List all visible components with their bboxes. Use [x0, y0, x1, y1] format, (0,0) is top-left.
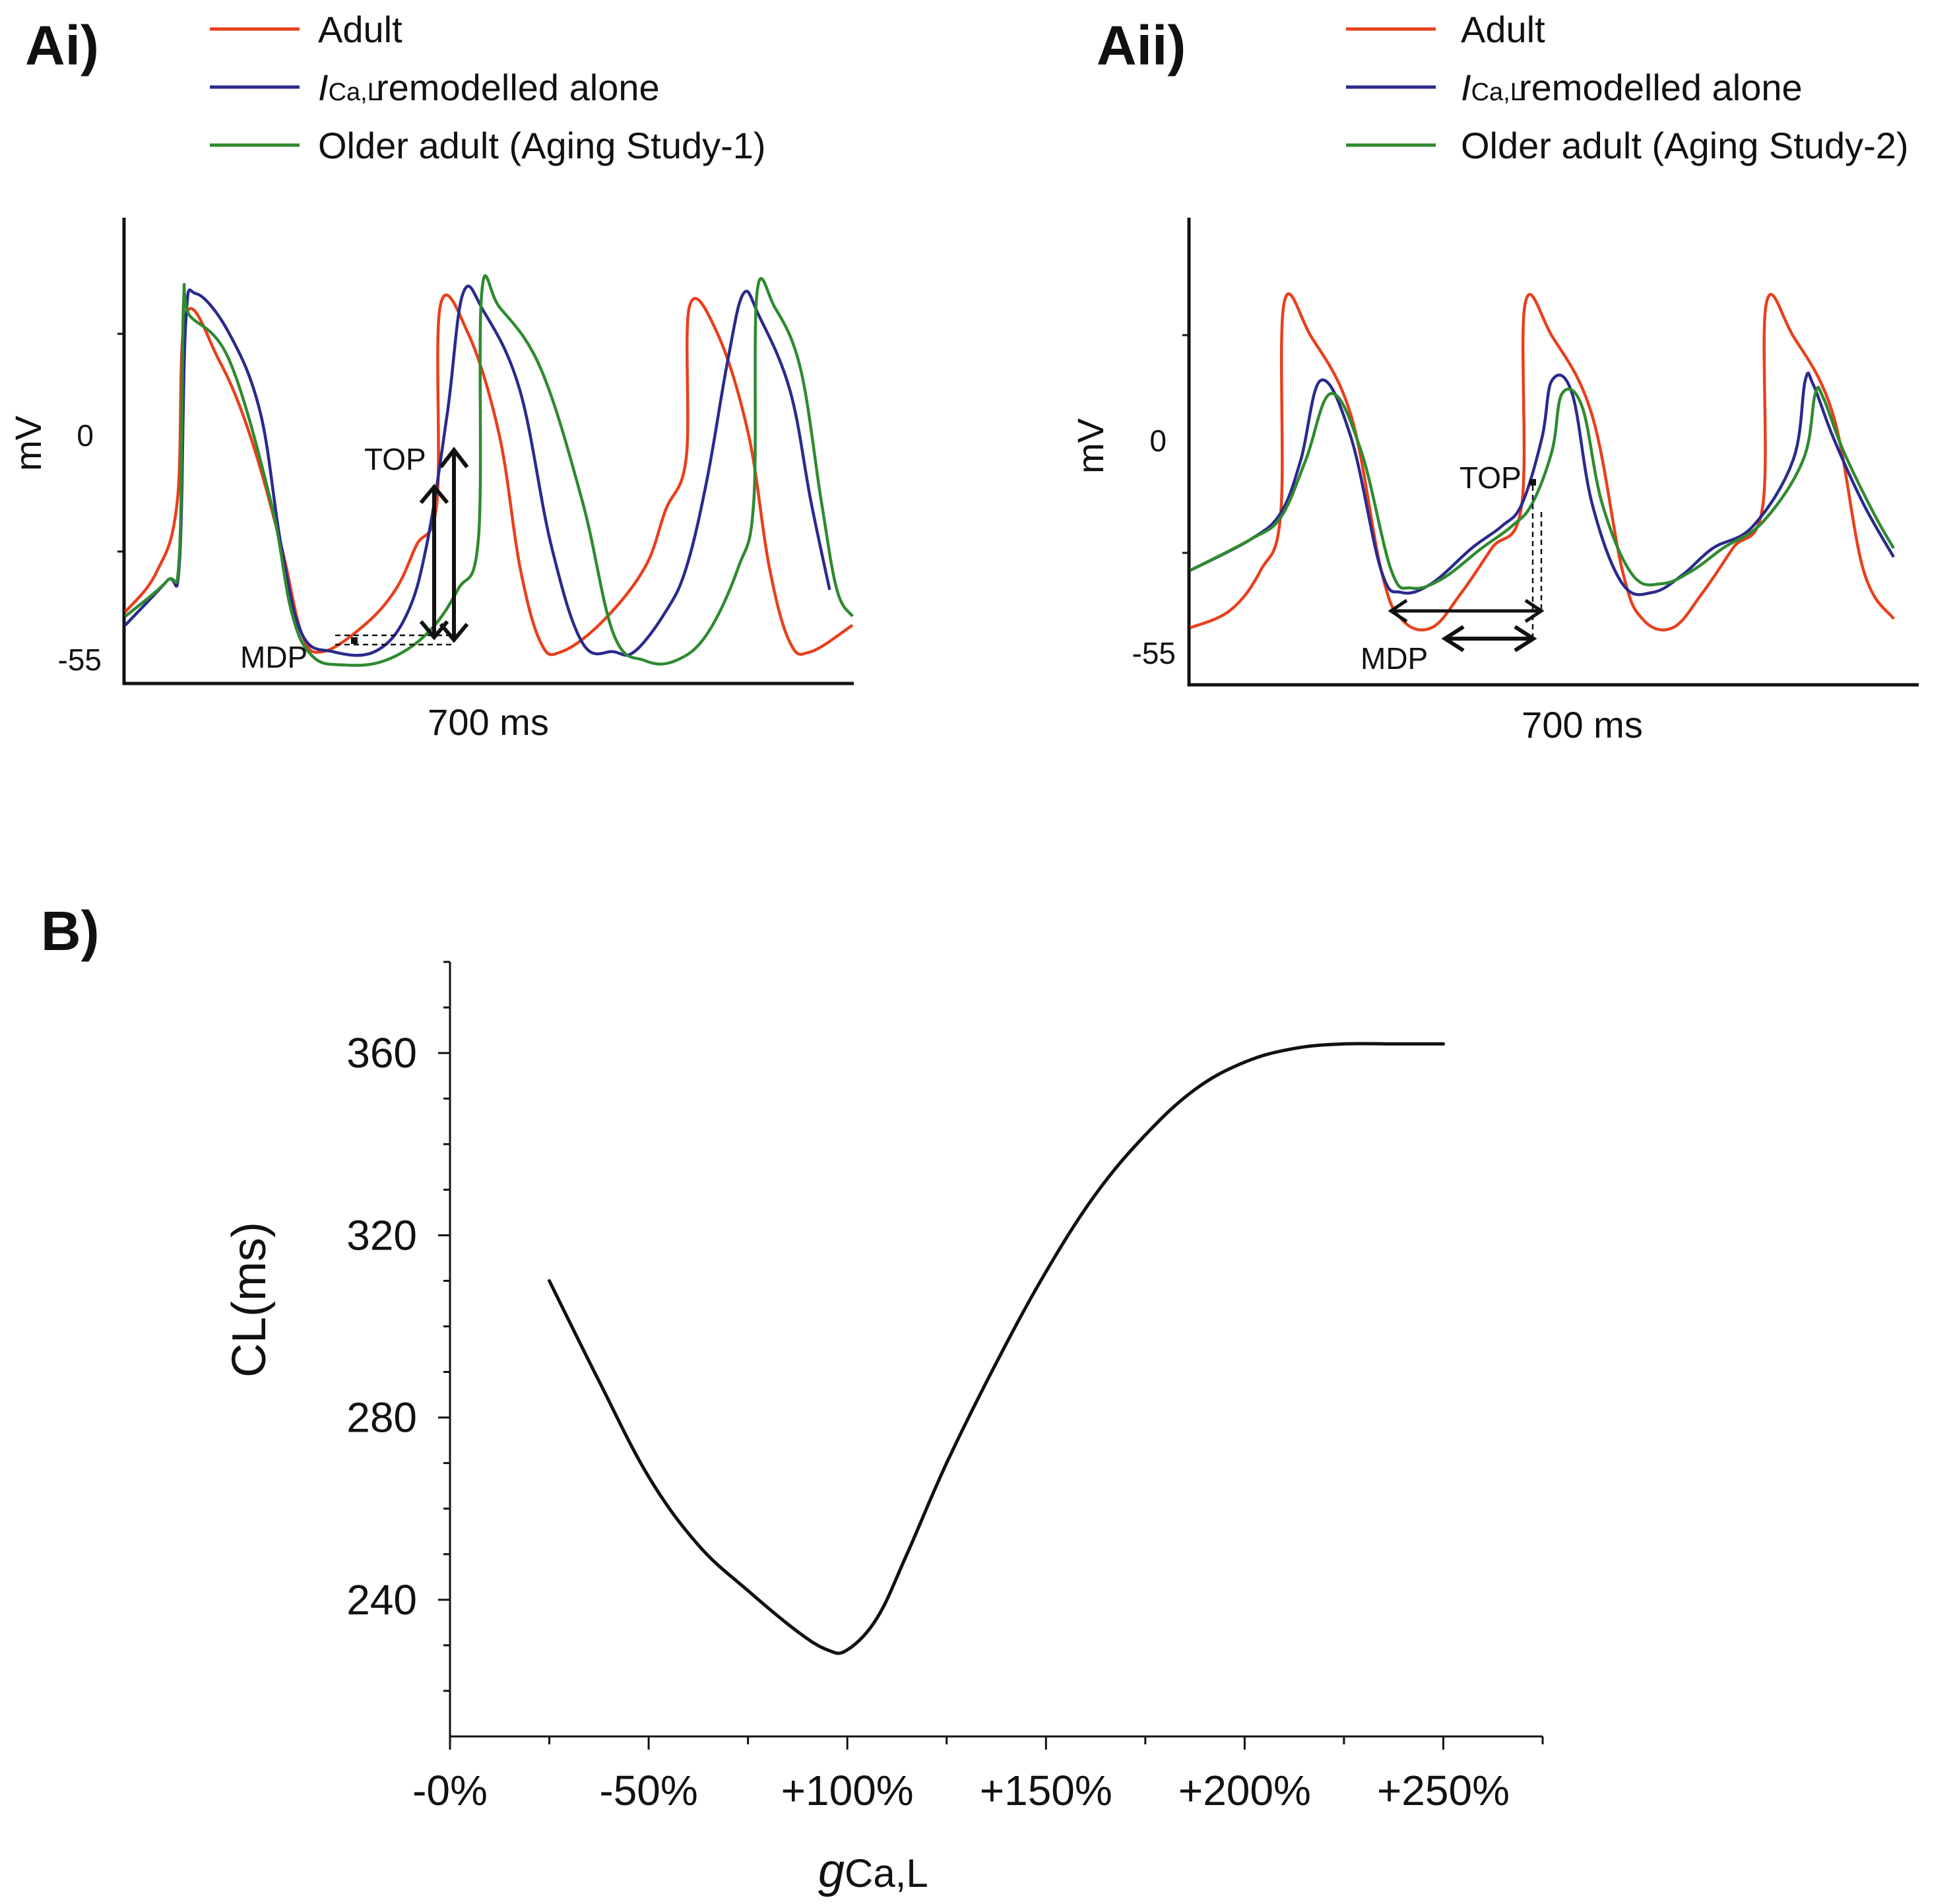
y-ticks-b: 240 280 320 360 — [346, 961, 450, 1692]
series-line-ai-ical — [124, 284, 831, 657]
legend-aii: Adult ICa,L remodelled alone Older adult… — [1346, 9, 1909, 166]
panel-ai: Ai) Adult ICa,L remodelled alone Older a… — [7, 9, 854, 743]
top-arrowhead-ai-2a — [439, 447, 469, 468]
mdp-marker-ai — [351, 637, 358, 644]
panel-label-ai: Ai) — [25, 15, 99, 77]
series-line-aii-ical — [1189, 371, 1895, 596]
x-tick-label-b: +200% — [1178, 1767, 1311, 1814]
annotation-aii: TOP MDP — [1361, 460, 1545, 676]
series-line-aii-adult — [1190, 292, 1895, 632]
series-line-ai-older — [124, 274, 854, 667]
y-tick-label-ai-0: 0 — [77, 418, 94, 453]
x-tick-label-b: -50% — [599, 1767, 697, 1814]
legend-label-ical: remodelled alone — [376, 67, 660, 108]
legend-label-ical-aii: remodelled alone — [1519, 67, 1803, 108]
legend-label-adult: Adult — [318, 9, 402, 50]
x-axis-label-ai: 700 ms — [428, 701, 549, 743]
panel-label-aii: Aii) — [1097, 15, 1186, 77]
annotation-ai: TOP MDP — [240, 442, 469, 674]
y-axis-label-ai: mV — [7, 415, 49, 471]
y-tick-label-b: 320 — [346, 1211, 417, 1259]
panel-b: B) 240 280 320 360 -0% -50% +100% +150% +200% +2… — [41, 900, 1544, 1897]
top-arrowhead-ai-2b — [439, 623, 469, 643]
annotation-top-ai: TOP — [364, 442, 426, 476]
x-tick-label-b: +250% — [1377, 1767, 1510, 1814]
legend-label-ical-var: ICa,L — [318, 67, 381, 108]
x-axis-label-aii: 700 ms — [1522, 704, 1643, 746]
series-line-ai-adult — [124, 293, 854, 656]
legend-label-adult-aii: Adult — [1461, 9, 1545, 50]
x-ticks-b: -0% -50% +100% +150% +200% +250% — [412, 1736, 1544, 1814]
mdp-arrowhead-aii-2a — [1441, 625, 1465, 652]
x-axis-label-b: gCa,L — [818, 1845, 928, 1897]
series-line-b-cl — [548, 1042, 1445, 1655]
panel-aii: Aii) Adult ICa,L remodelled alone Older … — [1070, 9, 1919, 746]
y-tick-label-ai-55: -55 — [58, 643, 102, 677]
mdp-arrowhead-aii-1b — [1524, 598, 1545, 623]
y-axis-label-b: CL(ms) — [223, 1222, 276, 1378]
mdp-arrowhead-aii-1a — [1388, 598, 1408, 623]
legend-label-older-aii: Older adult (Aging Study-2) — [1461, 125, 1909, 166]
y-axis-label-aii: mV — [1070, 418, 1111, 474]
annotation-mdp-aii: MDP — [1361, 641, 1428, 676]
y-tick-label-b: 240 — [346, 1576, 417, 1624]
top-marker-aii — [1529, 479, 1536, 486]
top-arrowhead-ai-1a — [419, 484, 449, 504]
legend-label-ical-var-aii: ICa,L — [1461, 67, 1524, 108]
x-tick-label-b: +150% — [980, 1767, 1112, 1814]
y-tick-label-b: 280 — [346, 1394, 417, 1442]
annotation-mdp-ai: MDP — [240, 640, 307, 674]
y-tick-label-b: 360 — [346, 1029, 417, 1077]
series-line-aii-older — [1189, 385, 1895, 590]
mdp-arrowhead-aii-2b — [1514, 625, 1537, 652]
y-tick-label-aii-0: 0 — [1149, 424, 1167, 458]
panel-label-b: B) — [41, 900, 100, 962]
y-tick-label-aii-55: -55 — [1132, 636, 1176, 670]
annotation-top-aii: TOP — [1460, 460, 1522, 495]
legend-label-older: Older adult (Aging Study-1) — [318, 125, 766, 166]
x-tick-label-b: -0% — [412, 1767, 488, 1814]
x-tick-label-b: +100% — [781, 1767, 914, 1814]
legend-ai: Adult ICa,L remodelled alone Older adult… — [210, 9, 766, 166]
